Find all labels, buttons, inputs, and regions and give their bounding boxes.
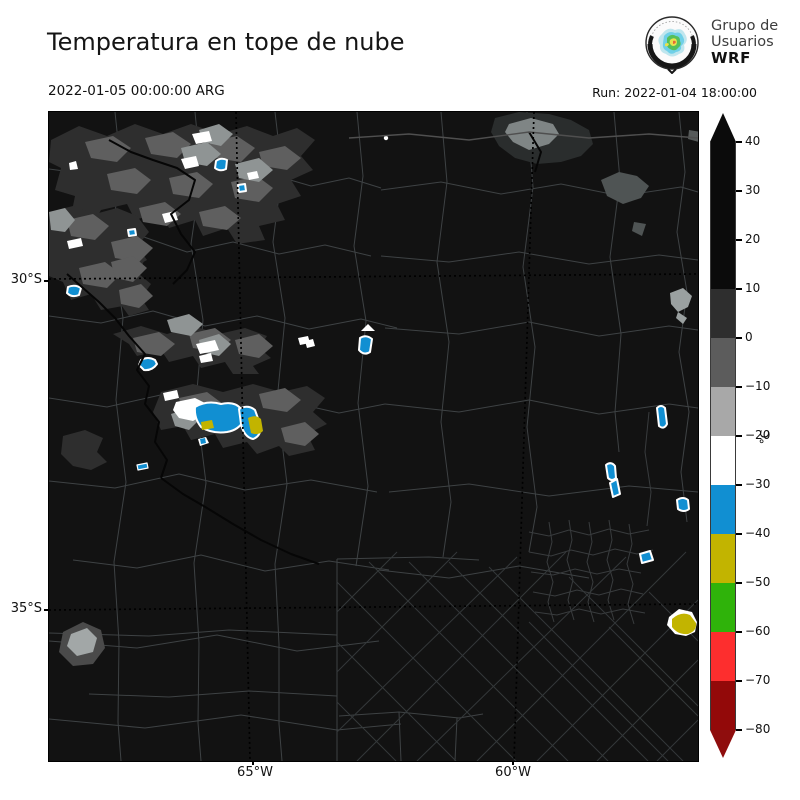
department-boundaries-layer — [49, 112, 698, 761]
cloud-layer-yellow — [201, 416, 697, 635]
colorbar-segment — [711, 387, 735, 436]
diagonal-departments-layer — [336, 551, 698, 761]
wrf-logo: Grupo de Usuarios WRF — [642, 12, 792, 74]
colorbar-over-arrow — [710, 113, 736, 142]
y-axis-tick-mark — [44, 280, 48, 282]
x-axis-tick-mark — [252, 761, 254, 765]
cloud-layer-white — [67, 131, 697, 636]
colorbar-segment — [711, 583, 735, 632]
colorbar-segment — [711, 338, 735, 387]
map-frame — [48, 111, 699, 762]
colorbar-under-arrow — [710, 730, 736, 758]
province-boundaries-layer — [66, 131, 542, 565]
colorbar-segment — [711, 436, 735, 485]
map-canvas — [49, 112, 698, 761]
province-boundary-north — [348, 131, 698, 141]
x-axis-tick-label-65w: 65°W — [237, 765, 273, 780]
colorbar-segment — [711, 632, 735, 681]
logo-text-line2: Usuarios — [711, 34, 774, 50]
logo-text-line1: Grupo de — [711, 18, 779, 34]
colorbar-segment — [711, 534, 735, 583]
colorbar-segment — [711, 485, 735, 534]
page-title: Temperatura en tope de nube — [47, 28, 405, 56]
run-time-label: Run: 2022-01-04 18:00:00 — [592, 85, 757, 100]
cloud-layer-medium — [59, 130, 698, 666]
colorbar-segment — [711, 142, 735, 289]
colorbar-unit-label: °C — [758, 429, 773, 445]
y-axis-tick-label-30s: 30°S — [10, 272, 42, 287]
valid-time-label: 2022-01-05 00:00:00 ARG — [48, 83, 225, 99]
colorbar: 40 30 20 10 0 −10 −20 −30 −40 −50 −60 −70 −80 — [710, 113, 770, 758]
graticule-layer — [49, 112, 698, 761]
logo-globe-icon — [645, 16, 699, 74]
y-axis-tick-mark — [44, 609, 48, 611]
colorbar-segment — [711, 681, 735, 730]
y-axis-tick-label-35s: 35°S — [10, 601, 42, 616]
colorbar-segment — [711, 289, 735, 338]
x-axis-tick-mark — [512, 761, 514, 765]
x-axis-tick-label-60w: 60°W — [495, 765, 531, 780]
colorbar-ticks: 40 30 20 10 0 −10 −20 −30 −40 −50 −60 −70 −80 — [736, 134, 796, 736]
colorbar-segments — [710, 142, 736, 730]
logo-text: Grupo de Usuarios WRF — [711, 18, 778, 66]
logo-text-line3: WRF — [711, 49, 751, 67]
